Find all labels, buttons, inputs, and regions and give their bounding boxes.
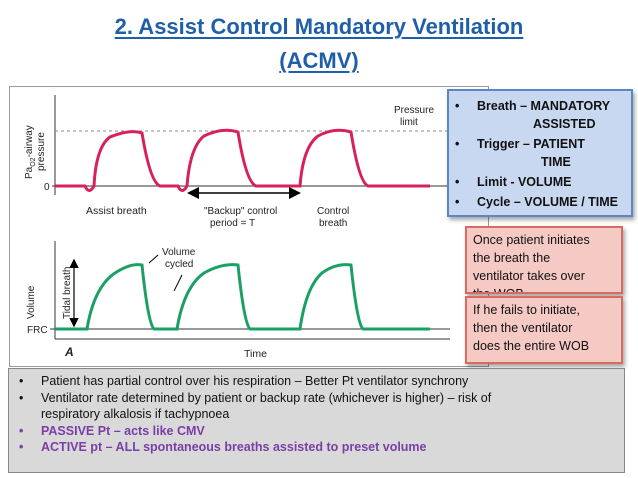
param-trigger: • Trigger – PATIENT: [455, 137, 585, 151]
patient-initiates-note: Once patient initiates the breath the ve…: [465, 226, 623, 294]
bullet: •: [19, 390, 24, 405]
tidal-breath-label: Tidal breath: [62, 267, 73, 319]
note-line: does the entire WOB: [473, 339, 590, 353]
summary-bullet-active: • ACTIVE pt – ALL spontaneous breaths as…: [19, 439, 618, 456]
summary-bullet-passive: • PASSIVE Pt – acts like CMV: [19, 423, 618, 440]
summary-text: respiratory alkalosis if tachypnoea: [41, 407, 230, 421]
control-breath-label-2: breath: [319, 218, 347, 229]
note-line: If he fails to initiate,: [473, 303, 581, 317]
volume-cycled-label-2: cycled: [165, 259, 193, 270]
param-cycle: • Cycle – VOLUME / TIME: [455, 195, 618, 209]
frc-label: FRC: [27, 325, 48, 336]
summary-bullet-1: • Patient has partial control over his r…: [19, 373, 618, 390]
pressure-axis-label-sub: O2: [30, 157, 37, 166]
summary-text: ACTIVE pt – ALL spontaneous breaths assi…: [41, 440, 427, 454]
panel-letter: A: [64, 345, 74, 359]
note-line: the WOB: [473, 287, 524, 294]
param-breath-value-2: ASSISTED: [533, 117, 596, 131]
pressure-zero-tick: 0: [44, 182, 50, 193]
param-limit-text: Limit - VOLUME: [477, 175, 572, 189]
ventilation-parameters-box: • Breath – MANDATORY ASSISTED • Trigger …: [447, 89, 633, 217]
param-limit: • Limit - VOLUME: [455, 175, 571, 189]
param-trigger-text: Trigger – PATIENT: [477, 137, 585, 151]
time-axis-label: Time: [244, 348, 267, 360]
param-breath-text: Breath – MANDATORY: [477, 99, 611, 113]
param-breath: • Breath – MANDATORY: [455, 99, 610, 113]
backup-period-label-2: period = T: [210, 218, 255, 229]
note-line: Once patient initiates: [473, 233, 590, 247]
bullet: •: [19, 374, 24, 388]
waveform-svg: PaO2-airway pressure 0 Pressure limit As…: [24, 95, 450, 360]
summary-bullet-2: • Ventilator rate determined by patient …: [19, 390, 618, 407]
bullet: •: [19, 440, 24, 454]
pressure-curve: [55, 128, 430, 192]
pressure-axis-label-pa: Pa: [24, 166, 35, 179]
bullet: •: [455, 175, 460, 189]
volume-cycled-pointer-2: [173, 274, 183, 292]
summary-text: Patient has partial control over his res…: [41, 374, 469, 388]
summary-bullet-2-cont: respiratory alkalosis if tachypnoea: [19, 406, 618, 423]
pressure-limit-label-2: limit: [400, 117, 418, 128]
volume-axis-label: Volume: [26, 285, 37, 319]
volume-cycled-pointer: [148, 254, 159, 264]
bullet: •: [455, 195, 460, 209]
bullet: •: [19, 423, 24, 438]
slide-title: 2. Assist Control Mandatory Ventilation: [114, 14, 524, 39]
summary-text: PASSIVE Pt – acts like CMV: [41, 423, 205, 438]
note-line: the breath the: [473, 251, 551, 265]
bullet: •: [455, 99, 460, 113]
pressure-axis-label: PaO2-airway: [24, 125, 37, 179]
ventilation-waveform-figure: PaO2-airway pressure 0 Pressure limit As…: [9, 86, 489, 367]
note-line: then the ventilator: [473, 321, 573, 335]
backup-period-label: "Backup" control: [204, 206, 277, 217]
assist-breath-label: Assist breath: [86, 205, 147, 217]
bullet: •: [455, 137, 460, 151]
pressure-axis-label-rest: -airway: [24, 125, 35, 157]
control-breath-label: Control: [317, 206, 349, 217]
volume-curve: [55, 263, 430, 331]
slide-title-acronym: (ACMV): [279, 48, 359, 73]
volume-cycled-label: Volume: [162, 247, 196, 258]
param-trigger-value-2: TIME: [541, 155, 571, 169]
summary-bullets-box: • Patient has partial control over his r…: [8, 368, 625, 473]
summary-text: Ventilator rate determined by patient or…: [41, 390, 492, 405]
note-line: ventilator takes over: [473, 269, 585, 283]
pressure-limit-label: Pressure: [394, 105, 434, 116]
pressure-axis-label-2: pressure: [36, 132, 47, 171]
patient-fails-note: If he fails to initiate, then the ventil…: [465, 296, 623, 364]
param-cycle-text: Cycle – VOLUME / TIME: [477, 195, 619, 209]
